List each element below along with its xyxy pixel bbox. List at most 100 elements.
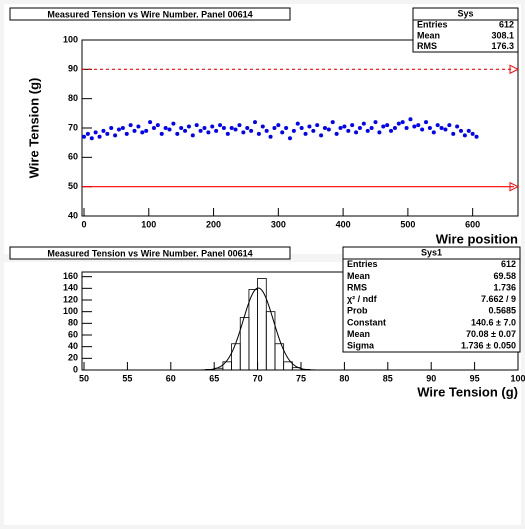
x-tick-label: 55 [122, 373, 132, 383]
point [385, 123, 390, 128]
point [458, 128, 463, 133]
point [338, 126, 343, 130]
title-box [9, 7, 291, 21]
y-tick-label: 20 [68, 353, 78, 363]
point [159, 131, 164, 136]
chart-title: Measured Tension vs Wire Number. Panel 0… [47, 248, 252, 258]
y-tick-label: 140 [63, 283, 78, 293]
point [447, 123, 452, 128]
stats-label: Prob [347, 306, 368, 316]
point [280, 130, 285, 135]
x-tick-label: 500 [400, 219, 415, 229]
point [186, 124, 191, 129]
point [206, 130, 211, 135]
point [120, 126, 125, 130]
stats-name: Sys1 [421, 247, 442, 257]
point [221, 126, 226, 130]
x-tick-label: 60 [166, 373, 176, 383]
stats-value: 0.5685 [488, 306, 516, 316]
point [89, 136, 94, 141]
stats-value: 69.58 [493, 271, 516, 281]
point [315, 123, 320, 128]
point [342, 124, 347, 129]
point [101, 128, 106, 133]
reference-marker [509, 181, 520, 192]
point [408, 117, 413, 122]
point [116, 127, 121, 132]
point [291, 128, 296, 133]
bin [283, 361, 293, 371]
point [389, 128, 394, 133]
x-tick-label: 50 [79, 373, 89, 383]
point [319, 133, 324, 138]
stats-value: 1.736 ± 0.050 [461, 341, 516, 351]
point [190, 133, 195, 138]
point [128, 123, 133, 128]
point [97, 134, 102, 139]
point [365, 128, 370, 133]
point [105, 131, 110, 136]
point [307, 124, 312, 129]
x-tick-label: 300 [271, 219, 286, 229]
point [435, 123, 440, 128]
stats-box [412, 7, 519, 53]
y-tick-label: 40 [68, 210, 78, 220]
reference-marker [509, 64, 520, 75]
bin [274, 343, 285, 371]
point [136, 124, 141, 129]
point [427, 126, 432, 130]
point [357, 126, 362, 130]
y-tick-label: 160 [63, 271, 78, 281]
point [470, 131, 475, 136]
point [171, 121, 176, 126]
stats-label: Mean [347, 271, 370, 281]
stats-label: Constant [347, 317, 386, 327]
point [462, 133, 467, 138]
point [202, 126, 207, 130]
y-axis-label: Wire Tension (g) [26, 78, 41, 179]
stats-label: Entries [417, 20, 448, 30]
chart-title: Measured Tension vs Wire Number. Panel 0… [47, 9, 252, 19]
x-tick-label: 600 [465, 219, 480, 229]
point [424, 120, 429, 125]
point [396, 121, 401, 126]
point [260, 124, 265, 129]
y-tick-label: 120 [63, 294, 78, 304]
point [210, 124, 215, 129]
x-axis-label: Wire Tension (g) [417, 384, 518, 399]
x-tick-label: 100 [141, 219, 156, 229]
point [420, 127, 425, 132]
y-tick-label: 100 [63, 34, 78, 44]
point [93, 130, 98, 135]
point [218, 123, 223, 128]
y-tick-label: 90 [68, 64, 78, 74]
point [404, 126, 409, 130]
point [179, 126, 184, 130]
y-tick-label: 50 [68, 181, 78, 191]
stats-label: Entries [347, 259, 378, 269]
point [416, 123, 421, 128]
point [148, 120, 153, 125]
point [361, 121, 366, 126]
point [124, 131, 129, 136]
point [311, 128, 316, 133]
point [237, 123, 242, 128]
x-tick-label: 75 [296, 373, 306, 383]
point [392, 126, 397, 130]
y-tick-label: 40 [68, 341, 78, 351]
point [443, 127, 448, 132]
point [350, 123, 355, 128]
point [474, 134, 479, 139]
point [198, 128, 203, 133]
point [113, 133, 118, 138]
point [377, 130, 382, 135]
point [381, 124, 386, 129]
point [132, 128, 137, 133]
stats-value: 612 [501, 259, 516, 269]
point [334, 131, 339, 136]
stats-label: Sigma [347, 341, 375, 351]
point [330, 120, 335, 125]
stats-label: Mean [347, 329, 370, 339]
